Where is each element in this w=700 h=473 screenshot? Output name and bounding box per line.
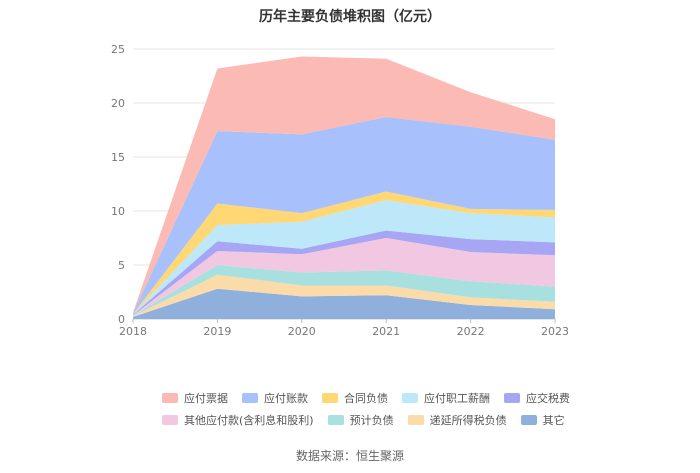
legend-item[interactable]: 其它 [520,412,565,428]
x-tick-label: 2023 [541,325,569,338]
legend-item[interactable]: 应付职工薪酬 [402,390,490,406]
legend-item[interactable]: 递延所得税负债 [407,412,507,428]
y-tick-label: 10 [111,205,125,218]
legend-item[interactable]: 合同负债 [322,390,388,406]
legend-label: 合同负债 [344,392,388,405]
y-tick-label: 0 [118,313,125,326]
legend-swatch [162,415,178,425]
legend: 应付票据 应付账款 合同负债 应付职工薪酬 应交税费其他应付款(含利息和股利) 预计负债 递… [162,388,570,432]
source-note: 数据来源：恒生聚源 [295,449,404,463]
legend-label: 预计负债 [349,414,394,427]
legend-label: 应交税费 [526,392,570,405]
x-tick-label: 2022 [457,325,485,338]
area-合同负债 [133,191,555,315]
legend-swatch [520,415,537,425]
y-tick-label: 25 [111,43,125,56]
y-tick-label: 15 [111,151,125,164]
area-其它 [133,288,555,319]
axes: 0 5 10 15 20 25 2018 2019 2020 2021 2022 2023 [111,43,569,338]
legend-label: 递延所得税负债 [429,414,507,427]
area-预计负债 [133,265,555,317]
legend-swatch [504,393,520,403]
legend-item[interactable]: 应付票据 [162,390,228,406]
legend-swatch [407,415,424,425]
legend-swatch [322,393,338,403]
legend-row: 应付票据 应付账款 合同负债 应付职工薪酬 应交税费 [162,388,570,408]
legend-label: 应付账款 [264,392,308,405]
legend-item[interactable]: 预计负债 [327,412,394,428]
legend-item[interactable]: 其他应付款(含利息和股利) [162,412,314,428]
area-应交税费 [133,230,555,316]
legend-swatch [162,393,178,403]
legend-label: 其他应付款(含利息和股利) [184,414,314,427]
x-tick-label: 2021 [372,325,400,338]
area-其他应付款(含利息和股利) [133,238,555,316]
area-series [133,56,555,319]
area-应付账款 [133,117,555,315]
area-应付票据 [133,56,555,314]
legend-item[interactable]: 应交税费 [504,390,570,406]
area-应付职工薪酬 [133,200,555,315]
x-tick-label: 2018 [119,325,147,338]
legend-swatch [242,393,258,403]
y-tick-label: 20 [111,97,125,110]
legend-label: 其它 [542,414,565,427]
legend-item[interactable]: 应付账款 [242,390,308,406]
y-tick-label: 5 [118,259,125,272]
legend-swatch [327,415,344,425]
legend-row: 其他应付款(含利息和股利) 预计负债 递延所得税负债 其它 [162,410,565,430]
legend-swatch [402,393,418,403]
chart-title: 历年主要负债堆积图（亿元） [259,8,441,25]
x-tick-label: 2019 [203,325,231,338]
area-递延所得税负债 [133,274,555,317]
legend-label: 应付职工薪酬 [424,392,490,405]
x-tick-label: 2020 [288,325,316,338]
legend-label: 应付票据 [184,392,228,405]
